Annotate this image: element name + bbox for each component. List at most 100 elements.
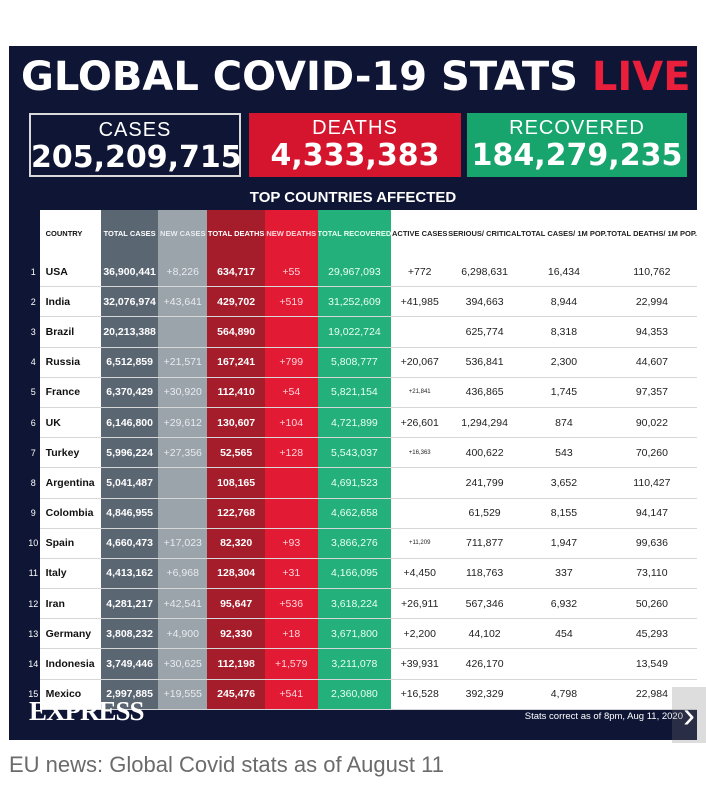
cell-serious-critical: 436,865 <box>448 377 522 408</box>
cell-country: Colombia <box>39 498 101 529</box>
cell-cases-per-million: 543 <box>521 437 607 469</box>
cell-active-cases: +26,911 <box>391 588 449 620</box>
row-index: 9 <box>27 498 40 529</box>
cell-total-deaths: 564,890 <box>207 316 265 348</box>
table-row: 7 Turkey 5,996,224 +27,356 52,565 +128 5,543,0… <box>27 437 697 469</box>
cell-deaths-per-million: 22,984 <box>606 679 697 710</box>
cell-active-cases <box>391 316 449 348</box>
cell-total-deaths: 245,476 <box>207 679 265 710</box>
cell-total-deaths: 634,717 <box>207 257 265 288</box>
table-row: 3 Brazil 20,213,388 564,890 19,022,724 625,77… <box>27 316 697 348</box>
cell-total-cases: 20,213,388 <box>100 316 159 348</box>
cell-cases-per-million: 337 <box>521 558 607 590</box>
cell-cases-per-million: 874 <box>521 407 607 439</box>
cell-new-deaths: +541 <box>265 679 318 710</box>
cell-total-recovered: 4,691,523 <box>317 467 392 499</box>
cell-serious-critical: 392,329 <box>448 679 522 710</box>
title-live: LIVE <box>591 54 691 100</box>
cell-serious-critical: 625,774 <box>448 316 522 348</box>
cell-total-deaths: 130,607 <box>207 407 265 439</box>
cell-new-deaths: +31 <box>265 558 318 590</box>
table-row: 6 UK 6,146,800 +29,612 130,607 +104 4,721,899 +… <box>27 407 697 439</box>
cell-country: Russia <box>39 347 101 378</box>
row-index: 12 <box>27 588 40 619</box>
cell-total-recovered: 4,662,658 <box>317 498 392 529</box>
recovered-value: 184,279,235 <box>471 138 683 173</box>
cell-new-deaths: +799 <box>265 347 318 378</box>
cell-deaths-per-million: 44,607 <box>606 347 697 378</box>
cell-deaths-per-million: 90,022 <box>606 407 697 439</box>
deaths-box: DEATHS 4,333,383 <box>249 113 461 177</box>
cell-new-cases: +4,900 <box>158 618 208 650</box>
cell-new-cases: +17,023 <box>158 528 208 559</box>
cell-country: Mexico <box>39 679 101 710</box>
cell-serious-critical: 711,877 <box>448 528 522 559</box>
cell-cases-per-million: 3,652 <box>521 467 607 499</box>
express-logo: EXPRESS <box>29 696 145 726</box>
cell-serious-critical: 400,622 <box>448 437 522 469</box>
row-index: 11 <box>27 558 40 589</box>
cell-total-deaths: 112,198 <box>207 648 265 680</box>
cell-country: USA <box>39 257 101 288</box>
cell-total-cases: 6,512,859 <box>100 347 159 378</box>
cell-active-cases: +41,985 <box>391 286 449 318</box>
cell-total-recovered: 2,360,080 <box>317 679 392 710</box>
table-row: 9 Colombia 4,846,955 122,768 4,662,658 61,529… <box>27 498 697 529</box>
table-row: 8 Argentina 5,041,487 108,165 4,691,523 241,7… <box>27 467 697 499</box>
cell-cases-per-million: 8,944 <box>521 286 607 318</box>
cell-deaths-per-million: 45,293 <box>606 618 697 650</box>
table-row: 5 France 6,370,429 +30,920 112,410 +54 5,821,1… <box>27 377 697 408</box>
cell-new-deaths: +55 <box>265 257 318 288</box>
cell-new-cases: +29,612 <box>158 407 208 439</box>
header-deaths-per-million: TOTAL DEATHS/ 1M POP. <box>606 210 697 257</box>
stats-date-line: Stats correct as of 8pm, Aug 11, 2020 <box>524 711 683 722</box>
cases-box: CASES 205,209,715 <box>29 113 242 177</box>
table-header-row: COUNTRY TOTAL CASES NEW CASES TOTAL DEATHS N… <box>27 210 697 257</box>
cell-deaths-per-million: 110,427 <box>606 467 697 499</box>
row-index: 13 <box>27 618 40 649</box>
table-row: 2 India 32,076,974 +43,641 429,702 +519 31,252… <box>27 286 697 318</box>
cell-country: Spain <box>39 528 101 559</box>
cell-cases-per-million: 454 <box>521 618 607 650</box>
cell-cases-per-million: 1,947 <box>521 528 607 559</box>
cell-cases-per-million: 6,932 <box>521 588 607 620</box>
cell-serious-critical: 118,763 <box>448 558 522 590</box>
cell-new-cases <box>158 316 208 348</box>
cell-total-cases: 32,076,974 <box>100 286 159 318</box>
cell-country: Brazil <box>39 316 101 348</box>
title-text: GLOBAL COVID-19 STATS <box>21 54 578 100</box>
cell-cases-per-million: 1,745 <box>521 377 607 408</box>
chevron-right-icon[interactable]: › <box>672 687 706 743</box>
cell-new-cases: +30,625 <box>158 648 208 680</box>
cell-total-cases: 5,996,224 <box>100 437 159 469</box>
row-index: 15 <box>27 679 40 710</box>
cell-deaths-per-million: 13,549 <box>606 648 697 680</box>
cases-label: CASES <box>98 119 172 141</box>
cell-deaths-per-million: 99,636 <box>606 528 697 559</box>
cell-serious-critical: 567,346 <box>448 588 522 620</box>
cell-new-cases: +43,641 <box>158 286 208 318</box>
cell-total-deaths: 167,241 <box>207 347 265 378</box>
cell-total-deaths: 108,165 <box>207 467 265 499</box>
cell-serious-critical: 394,663 <box>448 286 522 318</box>
cell-total-deaths: 122,768 <box>207 498 265 529</box>
cell-new-cases: +19,555 <box>158 679 208 710</box>
row-index: 5 <box>27 377 40 408</box>
cell-country: France <box>39 377 101 408</box>
cell-new-deaths: +104 <box>265 407 318 439</box>
cell-new-deaths: +519 <box>265 286 318 318</box>
cell-deaths-per-million: 97,357 <box>606 377 697 408</box>
cell-new-deaths: +93 <box>265 528 318 559</box>
cell-active-cases <box>391 467 449 499</box>
cell-new-cases: +30,920 <box>158 377 208 408</box>
cell-active-cases: +20,067 <box>391 347 449 378</box>
cell-total-recovered: 5,821,154 <box>317 377 392 408</box>
cell-total-cases: 3,808,232 <box>100 618 159 650</box>
cell-total-recovered: 4,721,899 <box>317 407 392 439</box>
cell-total-cases: 4,281,217 <box>100 588 159 620</box>
cell-new-cases: +8,226 <box>158 257 208 288</box>
cell-new-deaths <box>265 467 318 499</box>
cell-cases-per-million: 8,155 <box>521 498 607 529</box>
image-caption: EU news: Global Covid stats as of August… <box>9 752 444 777</box>
table-row: 12 Iran 4,281,217 +42,541 95,647 +536 3,618,22… <box>27 588 697 620</box>
